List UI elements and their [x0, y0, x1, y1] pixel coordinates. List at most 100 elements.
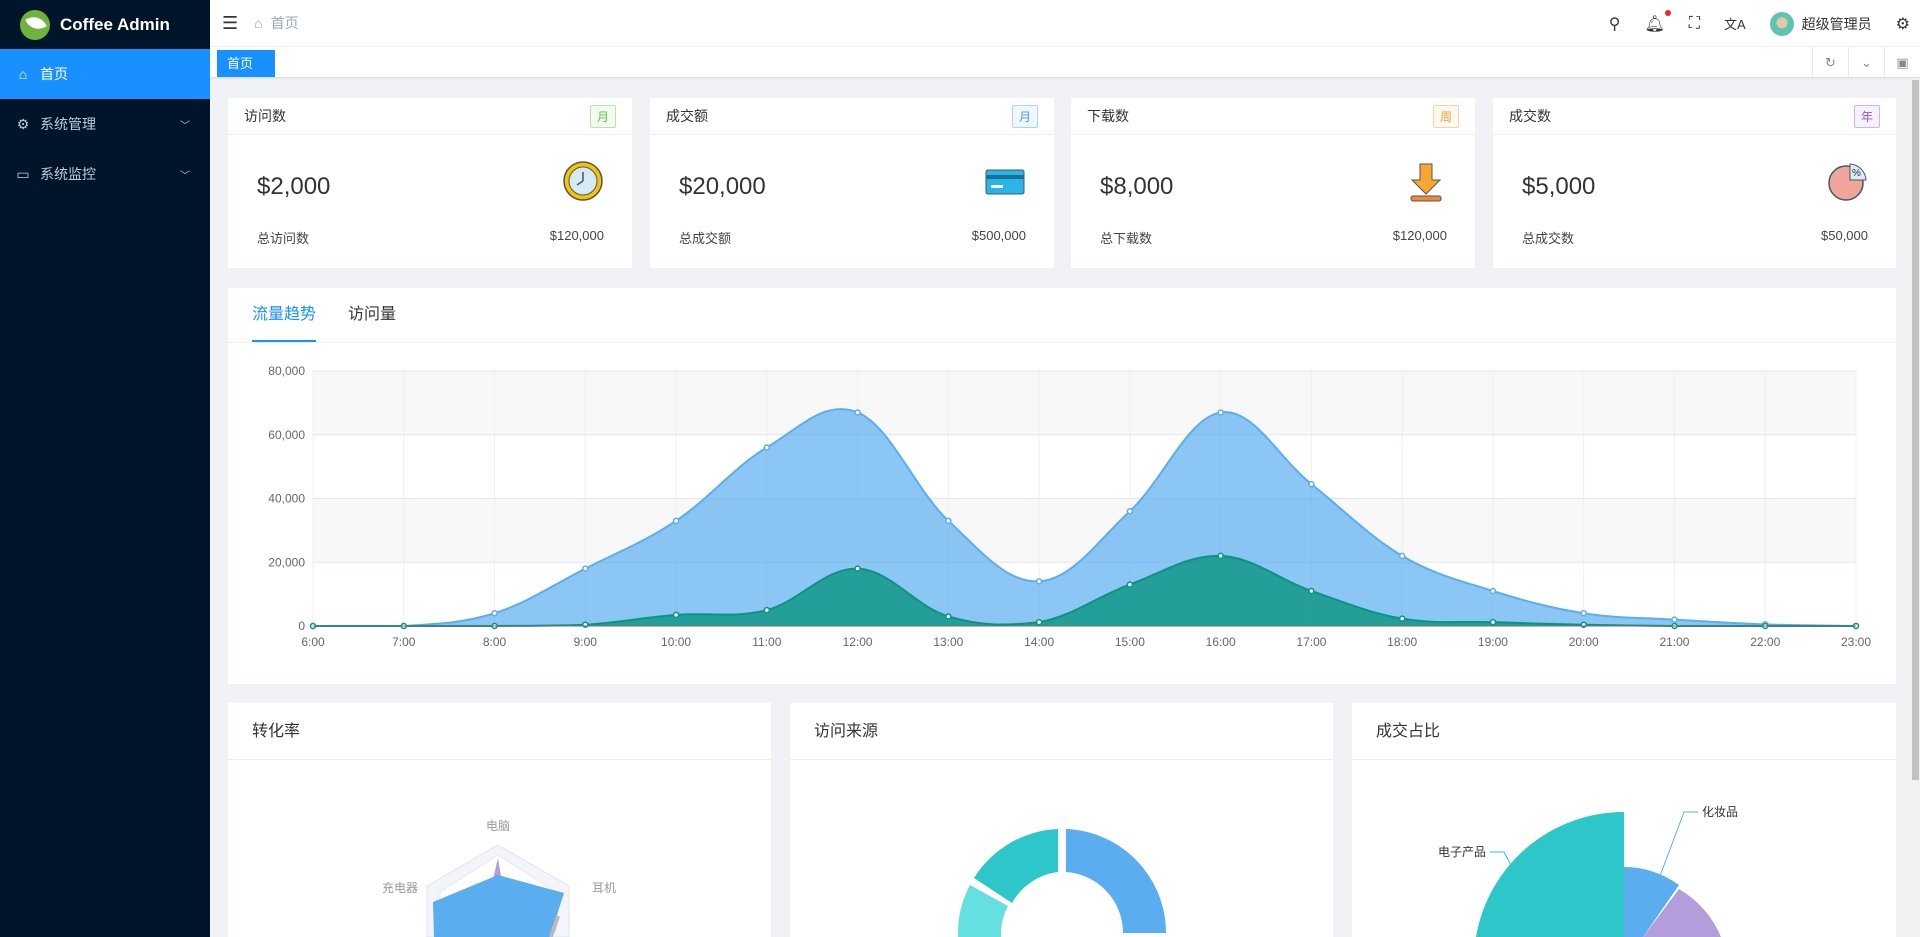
donut-chart: [957, 829, 1166, 937]
x-tick-label: 9:00: [574, 635, 598, 649]
collapse-menu-icon[interactable]: ☰: [222, 12, 239, 33]
sidebar-item-label: 系统监控: [40, 166, 96, 182]
bell-icon[interactable]: 🔔︎: [1644, 9, 1671, 34]
x-tick-label: 7:00: [392, 635, 416, 649]
breadcrumb-item[interactable]: 首页: [270, 15, 299, 31]
radar-label: 充电器: [382, 880, 418, 895]
x-tick-label: 20:00: [1569, 635, 1599, 649]
stat-footer-value: $50,000: [1821, 228, 1868, 243]
donut-slice: [1066, 829, 1166, 933]
radar-label: 电脑: [486, 819, 510, 833]
data-point: [1126, 581, 1134, 588]
period-tag: 年: [1853, 104, 1880, 128]
notification-dot: [1664, 9, 1671, 16]
radar-series-3: [549, 915, 560, 937]
stat-title: 下载数: [1087, 108, 1129, 124]
logo[interactable]: Coffee Admin: [0, 0, 210, 49]
download-icon: [1410, 163, 1442, 202]
radar-series-1: [433, 875, 564, 937]
x-tick-label: 11:00: [752, 635, 781, 649]
scrollbar[interactable]: [1911, 78, 1920, 937]
card-title: 转化率: [228, 703, 771, 760]
x-tick-label: 19:00: [1478, 635, 1508, 649]
stat-card: 成交数 年 $5,000 % 总成交数 $50,000: [1493, 98, 1896, 268]
stat-title: 成交数: [1509, 108, 1551, 124]
monitor-icon: ▭: [16, 165, 30, 182]
translate-icon[interactable]: 文A: [1723, 17, 1746, 32]
sidebar-item-label: 首页: [40, 66, 68, 82]
username: 超级管理员: [1801, 15, 1872, 32]
stat-value: $20,000: [679, 173, 766, 200]
avatar: [1769, 11, 1794, 36]
home-icon: ⌂: [254, 15, 263, 31]
grid-band: [313, 371, 1856, 435]
period-tag: 周: [1432, 104, 1459, 128]
chevron-down-icon[interactable]: ⌄: [1848, 47, 1884, 78]
data-point: [1217, 552, 1224, 560]
data-point: [854, 409, 861, 416]
label-line: [1659, 811, 1698, 877]
data-point: [1126, 508, 1134, 515]
gear-icon: ⚙: [16, 115, 30, 132]
sidebar-item-system-management[interactable]: ⚙ 系统管理 ﹀: [0, 99, 210, 149]
tab-bar: 首页 ↻ ⌄ ▣: [210, 47, 1920, 78]
share-card: 成交占比 化妆品 电子产品: [1352, 703, 1896, 937]
data-point: [1489, 587, 1497, 595]
svg-text:%: %: [1852, 168, 1861, 179]
settings-gear-icon[interactable]: ⚙: [1895, 15, 1910, 33]
tab-home[interactable]: 首页: [217, 50, 275, 77]
y-tick-label: 60,000: [268, 428, 305, 442]
stat-title: 访问数: [244, 108, 286, 124]
y-tick-label: 20,000: [268, 555, 305, 569]
app-title: Coffee Admin: [60, 14, 170, 34]
data-point: [672, 517, 680, 525]
pie-slice-cosmetics: [1624, 867, 1679, 937]
x-tick-label: 10:00: [661, 635, 691, 649]
stat-footer-label: 总下载数: [1100, 231, 1153, 246]
stat-footer-value: $500,000: [971, 228, 1026, 243]
tab-traffic-trend[interactable]: 流量趋势: [252, 288, 317, 342]
data-point: [1308, 587, 1315, 595]
chevron-down-icon: ﹀: [180, 120, 190, 132]
data-point: [1035, 578, 1043, 585]
card-title: 成交占比: [1352, 703, 1896, 760]
rose-pie-chart: 化妆品 电子产品: [1438, 805, 1738, 937]
x-tick-label: 15:00: [1115, 635, 1145, 649]
pie-label: 电子产品: [1438, 845, 1486, 859]
area-series-2: [313, 555, 1856, 626]
x-tick-label: 21:00: [1659, 635, 1689, 649]
tab-visits[interactable]: 访问量: [348, 306, 397, 323]
data-point: [763, 444, 771, 451]
data-point: [582, 565, 589, 572]
home-icon: ⌂: [18, 66, 28, 82]
chevron-down-icon: ﹀: [180, 170, 190, 182]
sidebar-item-home[interactable]: ⌂ 首页: [0, 49, 210, 99]
x-tick-label: 16:00: [1206, 635, 1236, 649]
card-title: 访问来源: [790, 703, 1333, 760]
search-icon[interactable]: ⚲: [1608, 15, 1621, 33]
refresh-icon[interactable]: ↻: [1812, 47, 1848, 78]
x-tick-label: 18:00: [1387, 635, 1417, 649]
maximize-icon[interactable]: ▣: [1884, 47, 1920, 78]
radar-chart: 电脑 耳机 充电器: [382, 819, 616, 937]
user-menu[interactable]: 超级管理员: [1769, 11, 1872, 36]
data-point: [1035, 618, 1043, 626]
trend-card: 流量趋势 访问量 6:00 7:00 8:00 9:00 10:00 11:00 12:00…: [228, 288, 1896, 684]
data-point: [763, 606, 771, 614]
donut-slice: [974, 829, 1058, 903]
y-tick-label: 80,000: [268, 364, 305, 378]
x-tick-label: 14:00: [1024, 635, 1054, 649]
y-tick-label: 40,000: [268, 492, 305, 506]
sidebar-item-system-monitor[interactable]: ▭ 系统监控 ﹀: [0, 149, 210, 199]
scrollbar-thumb[interactable]: [1912, 80, 1919, 780]
x-tick-label: 8:00: [483, 635, 507, 649]
stat-footer-value: $120,000: [549, 228, 604, 243]
pie-label: 化妆品: [1702, 805, 1738, 819]
stat-title: 成交额: [666, 108, 708, 124]
fullscreen-icon[interactable]: ⛶: [1688, 14, 1700, 32]
x-tick-label: 13:00: [933, 635, 963, 649]
data-point: [945, 613, 952, 620]
x-tick-label: 6:00: [301, 635, 325, 649]
data-point: [672, 611, 680, 619]
sidebar-item-label: 系统管理: [40, 116, 96, 132]
